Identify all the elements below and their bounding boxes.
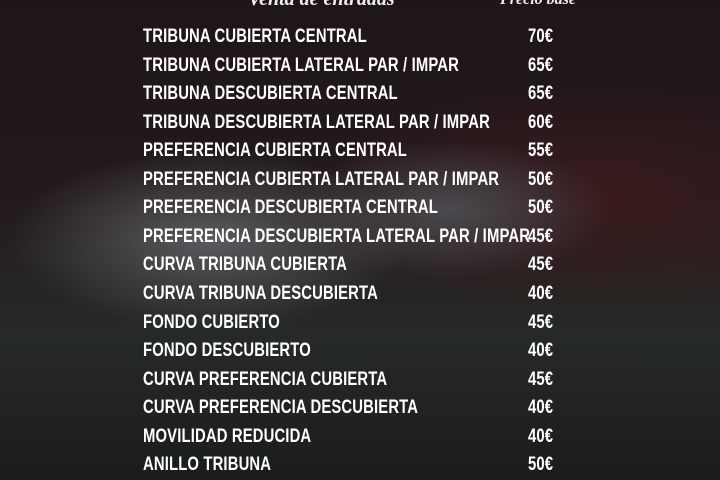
price-row: FONDO CUBIERTO 45€ [143, 312, 563, 336]
seat-price: 65€ [528, 83, 554, 105]
price-row: PREFERENCIA CUBIERTA CENTRAL 55€ [143, 140, 563, 164]
seat-price: 45€ [528, 368, 554, 390]
seat-zone-name: FONDO DESCUBIERTO [143, 340, 311, 362]
seat-price: 50€ [528, 197, 554, 219]
seat-zone-name: CURVA TRIBUNA CUBIERTA [143, 254, 348, 276]
seat-zone-name: ANILLO TRIBUNA [143, 454, 272, 476]
seat-price: 60€ [528, 111, 554, 133]
seat-price: 40€ [528, 282, 554, 304]
seat-zone-name: PREFERENCIA CUBIERTA CENTRAL [143, 140, 407, 162]
price-row: CURVA PREFERENCIA DESCUBIERTA 40€ [143, 397, 563, 421]
seat-price: 40€ [528, 425, 554, 447]
price-column-header: Precio base [500, 0, 576, 9]
price-row: CURVA TRIBUNA DESCUBIERTA 40€ [143, 283, 563, 307]
price-row: TRIBUNA DESCUBIERTA CENTRAL 65€ [143, 83, 563, 107]
price-row: PREFERENCIA CUBIERTA LATERAL PAR / IMPAR… [143, 169, 563, 193]
seat-price: 40€ [528, 397, 554, 419]
price-row: TRIBUNA DESCUBIERTA LATERAL PAR / IMPAR 6… [143, 112, 563, 136]
seat-zone-name: TRIBUNA DESCUBIERTA LATERAL PAR / IMPAR [143, 111, 490, 133]
price-row: TRIBUNA CUBIERTA LATERAL PAR / IMPAR 65€ [143, 55, 563, 79]
seat-price: 40€ [528, 340, 554, 362]
seat-zone-name: TRIBUNA DESCUBIERTA CENTRAL [143, 83, 398, 105]
seat-zone-name: TRIBUNA CUBIERTA CENTRAL [143, 26, 367, 47]
price-row: CURVA TRIBUNA CUBIERTA 45€ [143, 254, 563, 278]
seat-zone-name: PREFERENCIA CUBIERTA LATERAL PAR / IMPAR [143, 168, 500, 190]
seat-price: 70€ [528, 26, 554, 47]
seat-zone-name: CURVA PREFERENCIA DESCUBIERTA [143, 397, 419, 419]
seat-price: 50€ [528, 454, 554, 476]
page-title: Venta de entradas [248, 0, 395, 11]
seat-price: 45€ [528, 254, 554, 276]
seat-price: 45€ [528, 311, 554, 333]
seat-zone-name: CURVA PREFERENCIA CUBIERTA [143, 368, 388, 390]
seat-zone-name: MOVILIDAD REDUCIDA [143, 425, 312, 447]
price-row: ANILLO TRIBUNA 50€ [143, 454, 563, 478]
seat-zone-name: FONDO CUBIERTO [143, 311, 280, 333]
seat-price: 55€ [528, 140, 554, 162]
price-row: PREFERENCIA DESCUBIERTA LATERAL PAR / IM… [143, 226, 563, 250]
seat-zone-name: PREFERENCIA DESCUBIERTA CENTRAL [143, 197, 438, 219]
price-row: FONDO DESCUBIERTO 40€ [143, 340, 563, 364]
price-row: TRIBUNA CUBIERTA CENTRAL 70€ [143, 26, 563, 50]
price-row: CURVA PREFERENCIA CUBIERTA 45€ [143, 369, 563, 393]
seat-zone-name: TRIBUNA CUBIERTA LATERAL PAR / IMPAR [143, 54, 459, 76]
seat-price: 50€ [528, 168, 554, 190]
price-row: MOVILIDAD REDUCIDA 40€ [143, 426, 563, 450]
seat-price: 65€ [528, 54, 554, 76]
price-row: PREFERENCIA DESCUBIERTA CENTRAL 50€ [143, 197, 563, 221]
seat-zone-name: PREFERENCIA DESCUBIERTA LATERAL PAR / IM… [143, 225, 531, 247]
seat-price: 45€ [528, 225, 554, 247]
seat-zone-name: CURVA TRIBUNA DESCUBIERTA [143, 282, 378, 304]
